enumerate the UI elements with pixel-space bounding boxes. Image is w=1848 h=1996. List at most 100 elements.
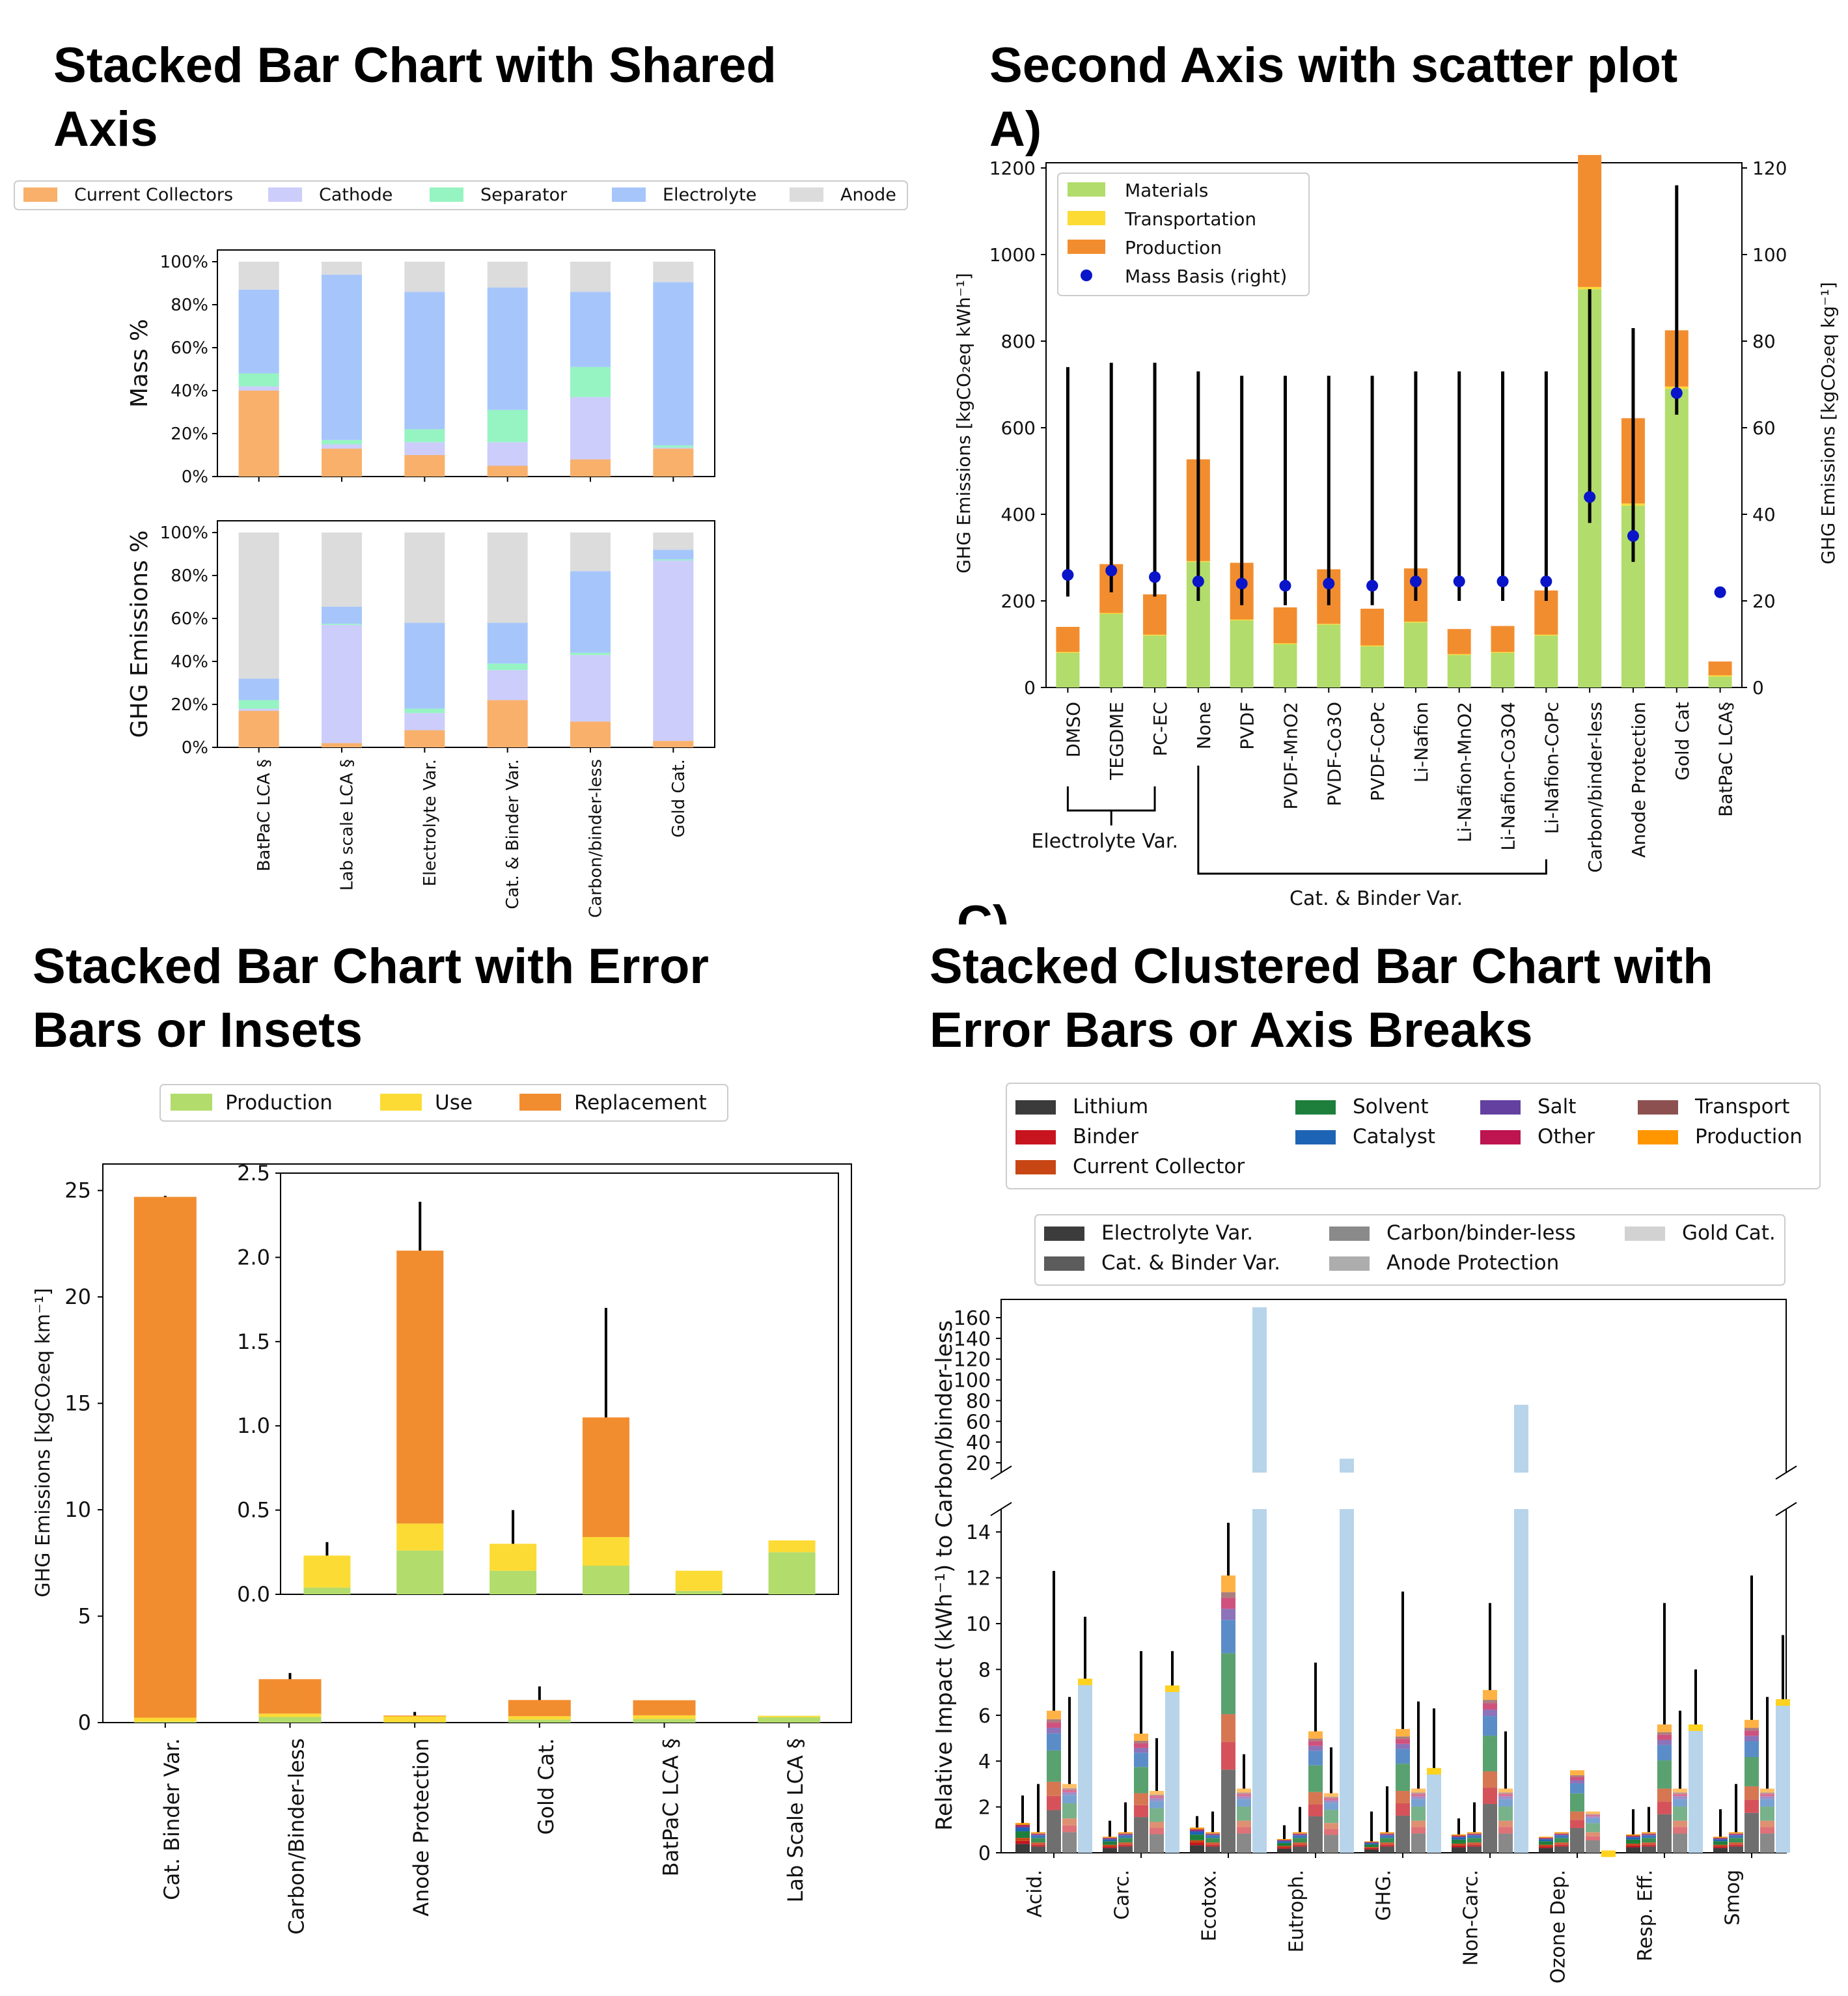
y-tick-label-upper: 140: [954, 1328, 991, 1351]
inset-bar-segment: [675, 1590, 723, 1594]
bar-segment: [1396, 1736, 1410, 1740]
bar-segment: [238, 708, 279, 711]
bar-shade: [1118, 1832, 1133, 1853]
bar-segment: [1570, 1780, 1584, 1784]
bar-segment: [1165, 1685, 1179, 1853]
bar-segment: [508, 1719, 571, 1723]
bar-segment: [1150, 1790, 1164, 1795]
bar-segment: [1134, 1733, 1148, 1741]
bar-segment: [1642, 1835, 1656, 1838]
bar-segment: [1760, 1792, 1774, 1794]
bar-segment: [1190, 1845, 1204, 1853]
bar-segment: [1308, 1741, 1323, 1746]
y-tick-label-upper: 160: [954, 1307, 991, 1330]
legend-label: Production: [225, 1091, 333, 1115]
bar-segment: [1190, 1827, 1204, 1829]
bar-segment: [1483, 1710, 1497, 1717]
scatter-point: [1409, 575, 1422, 588]
bar-segment: [1221, 1714, 1235, 1742]
bar-segment: [633, 1700, 696, 1715]
bar-segment: [1277, 1840, 1291, 1842]
panel-title-top-right: Second Axis with scatter plot A): [989, 34, 1677, 161]
legend-label: Separator: [480, 185, 568, 205]
bar-segment: [322, 274, 362, 440]
legend-swatch: [1480, 1130, 1521, 1144]
bar-segment: [1626, 1845, 1640, 1848]
bar-segment: [1708, 676, 1732, 687]
bar-segment: [1134, 1805, 1148, 1818]
bar-shade: [1729, 1832, 1743, 1853]
bar-segment: [1554, 1832, 1569, 1834]
bar-segment: [1293, 1833, 1307, 1835]
bar-segment: [1760, 1799, 1774, 1807]
bar-segment: [1760, 1796, 1774, 1799]
bar-shade: [1308, 1731, 1323, 1853]
bar-segment: [1237, 1799, 1251, 1807]
bar-segment: [1447, 655, 1471, 687]
bar-segment: [508, 1716, 571, 1720]
plot-frame: [217, 520, 715, 748]
inset-bar-segment: [675, 1570, 723, 1591]
bar-segment: [487, 262, 528, 288]
bar-segment: [238, 700, 279, 709]
bar-segment: [322, 606, 362, 624]
bar-segment: [1483, 1700, 1497, 1704]
bar-segment: [1380, 1835, 1394, 1838]
x-tick-label: Li-Nafion-MnO2: [1454, 702, 1476, 842]
bar-segment: [1570, 1793, 1584, 1812]
bar-segment: [1483, 1690, 1497, 1700]
bar-segment: [1673, 1792, 1687, 1794]
legend-swatch: [268, 187, 302, 202]
bar-segment: [633, 1719, 696, 1723]
bar-segment: [1206, 1846, 1220, 1853]
bar-segment: [1452, 1837, 1466, 1840]
legend-frame: [159, 1084, 728, 1122]
bar-segment: [1657, 1724, 1672, 1732]
bar-shade: [1452, 1835, 1466, 1853]
bar-segment: [1134, 1793, 1148, 1805]
y-tick-label: 25: [64, 1178, 91, 1203]
bar-segment: [1673, 1833, 1687, 1853]
x-tick-label: Acid.: [1024, 1870, 1047, 1917]
bar-segment: [1673, 1796, 1687, 1799]
inset-bar-segment: [768, 1552, 816, 1594]
bar-segment: [1380, 1842, 1394, 1845]
bar-segment: [1062, 1789, 1077, 1793]
bar-shade: [1467, 1832, 1482, 1853]
bar-segment: [1570, 1770, 1584, 1775]
bar-segment: [1539, 1839, 1553, 1842]
bar-segment: [1237, 1794, 1251, 1797]
bar-segment: [404, 262, 445, 292]
bar-segment: [322, 743, 362, 747]
bar-segment: [570, 367, 611, 397]
group-bracket: [1197, 766, 1547, 875]
inset-bar-segment: [768, 1540, 816, 1553]
bar-segment: [1729, 1842, 1743, 1845]
legend-swatch: [1329, 1227, 1370, 1241]
bar-segment: [1554, 1846, 1569, 1853]
bar-segment: [1206, 1835, 1220, 1838]
bar-segment: [1047, 1710, 1061, 1719]
bar-segment: [1396, 1728, 1410, 1737]
bar-segment: [1340, 1458, 1354, 1473]
bar-segment: [404, 292, 445, 430]
bar-segment: [1118, 1833, 1133, 1834]
bar-segment: [1396, 1749, 1410, 1764]
bar-shade: [1539, 1837, 1553, 1853]
legend-swatch: [1044, 1256, 1084, 1271]
bar-shade: [1031, 1832, 1045, 1853]
bar-shade: [1150, 1790, 1164, 1853]
bar-segment: [1745, 1736, 1759, 1741]
bar-segment: [1760, 1807, 1774, 1821]
bar-segment: [1745, 1719, 1759, 1728]
y-tick-label: 40%: [171, 652, 208, 672]
legend-label: Current Collector: [1073, 1155, 1245, 1178]
bar-segment: [1447, 654, 1471, 656]
bar-segment: [1273, 643, 1297, 645]
inset-bar-segment: [303, 1587, 351, 1594]
bar-segment: [1467, 1838, 1482, 1843]
bar-segment: [1452, 1843, 1466, 1846]
y-tick-label-right: 60: [1752, 417, 1776, 439]
legend-swatch: [23, 187, 57, 202]
bar-segment: [1150, 1795, 1164, 1799]
